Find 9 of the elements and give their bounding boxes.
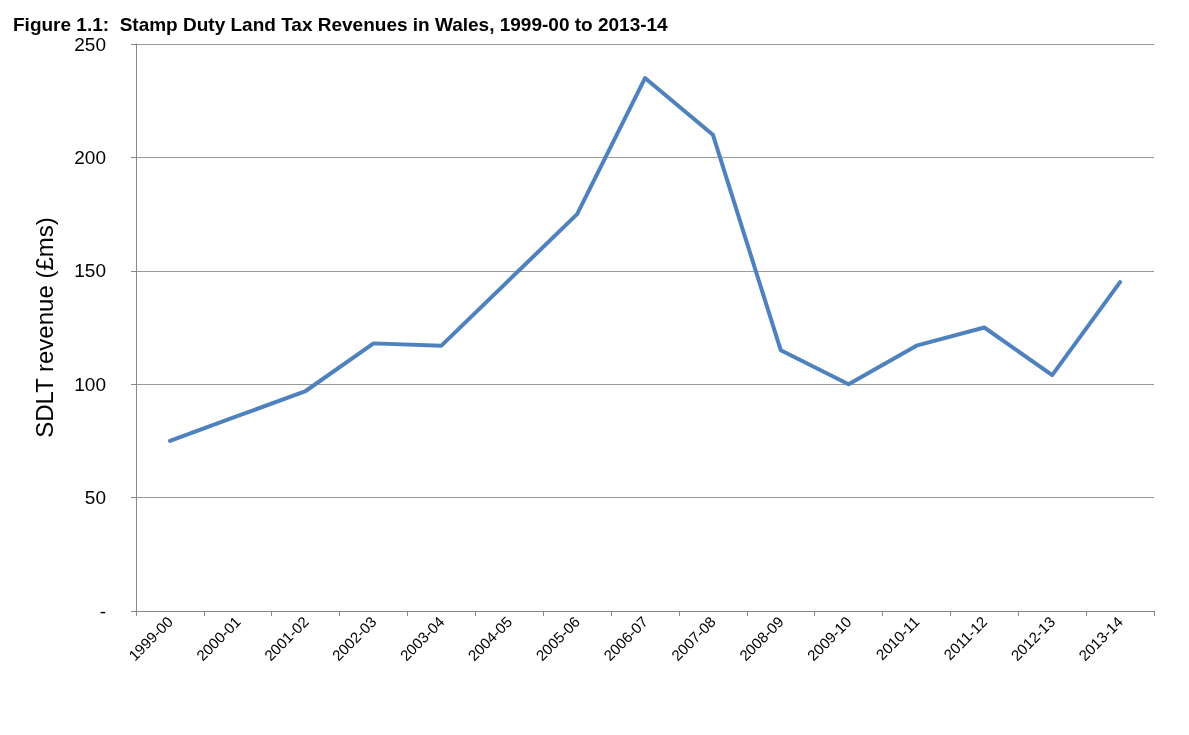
y-tick-label: 200: [74, 146, 106, 168]
y-tick-label: 50: [84, 487, 106, 509]
chart-title: Figure 1.1: Stamp Duty Land Tax Revenues in Wales, 1999-00 to 2013-14: [13, 14, 669, 35]
y-tick-label: 150: [74, 260, 106, 282]
line-series: [167, 76, 1123, 443]
y-tick-label: 100: [74, 373, 106, 395]
y-tick-label: 250: [74, 33, 106, 55]
y-tick-label: -: [99, 600, 106, 622]
y-axis-title: SDLT revenue (£ms): [30, 217, 58, 438]
